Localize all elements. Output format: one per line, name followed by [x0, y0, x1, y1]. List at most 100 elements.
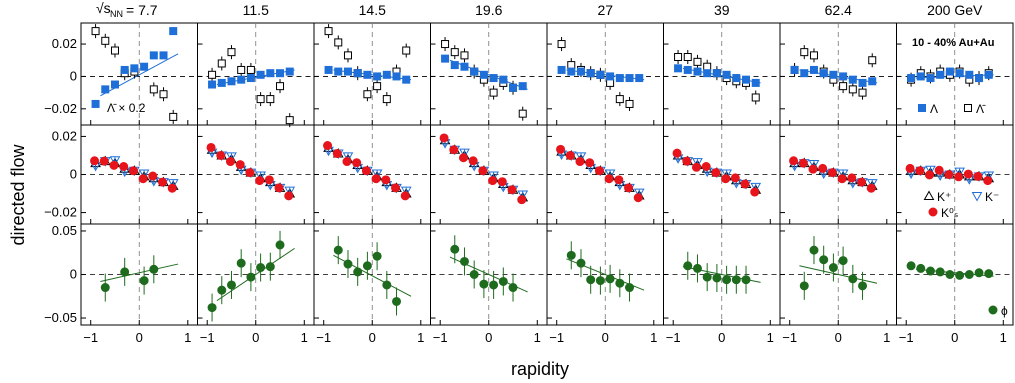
- kaon-point: [225, 157, 235, 167]
- phi-fit-line: [799, 265, 878, 284]
- kaon-point: [274, 183, 284, 193]
- kaon-point: [915, 166, 925, 176]
- lambda-point: [712, 69, 721, 78]
- y-tick-label: 0: [70, 167, 77, 182]
- y-tick-label: 0: [70, 267, 77, 282]
- energy-label: = 7.7: [126, 2, 158, 18]
- phi-point: [828, 263, 838, 273]
- x-tick-label: −1: [666, 330, 681, 345]
- phi-point: [925, 266, 935, 276]
- lambda-point: [800, 69, 809, 78]
- centrality-annotation: 10 - 40% Au+Au: [912, 37, 994, 49]
- phi-point: [848, 274, 858, 284]
- x-tick-label: −1: [200, 330, 215, 345]
- phi-point: [207, 303, 217, 313]
- lambda-point: [159, 51, 168, 60]
- lambda-point: [246, 74, 255, 83]
- panel-frame: [663, 22, 781, 126]
- lambda-point: [450, 61, 459, 70]
- kaon-point: [944, 170, 954, 179]
- phi-point: [906, 261, 916, 271]
- x-tick-label: −1: [316, 330, 331, 345]
- kaon-point: [730, 173, 740, 183]
- energy-prefix-sub: NN: [110, 9, 123, 19]
- lambda-point: [285, 67, 294, 76]
- phi-point: [692, 263, 702, 273]
- phi-point: [372, 251, 382, 261]
- lambda-point: [742, 75, 751, 84]
- antilambda-point: [110, 46, 119, 55]
- y-tick-label: −0.02: [44, 205, 77, 220]
- antilambda-point: [450, 48, 459, 57]
- phi-point: [615, 278, 625, 288]
- kaon-point: [837, 174, 847, 184]
- phi-point: [605, 274, 615, 284]
- lambda-point: [683, 65, 692, 74]
- phi-point: [149, 264, 159, 274]
- lambda-point: [217, 78, 226, 87]
- kaon-point: [332, 149, 342, 159]
- kaon-point: [711, 168, 721, 178]
- lambda-point: [343, 67, 352, 76]
- lambda-point: [149, 51, 158, 60]
- kaon-point: [148, 171, 158, 181]
- lambda-point: [858, 78, 867, 87]
- phi-point: [265, 262, 275, 272]
- phi-point: [741, 275, 751, 285]
- x-tick-label: 1: [301, 330, 308, 345]
- kaon-point: [963, 169, 973, 179]
- kaon-point: [672, 148, 682, 158]
- lambda-point: [965, 70, 974, 79]
- kaon-point: [750, 187, 760, 197]
- lambda-point: [790, 65, 799, 74]
- antilambda-point: [169, 112, 178, 121]
- energy-prefix-symbol: √s: [96, 0, 111, 16]
- x-tick-label: 1: [184, 330, 191, 345]
- lambda-point: [353, 69, 362, 78]
- antilambda-point: [557, 40, 566, 49]
- phi-fit-line: [216, 247, 295, 302]
- panel-frame: [546, 22, 664, 126]
- kaon-point: [90, 156, 100, 166]
- phi-point: [139, 276, 149, 286]
- phi-point: [576, 258, 586, 268]
- energy-label: 62.4: [825, 2, 852, 18]
- phi-point: [955, 270, 965, 280]
- phi-point: [702, 272, 712, 282]
- kaon-point: [575, 157, 585, 167]
- kaon-point: [517, 190, 529, 201]
- kaon-point: [798, 158, 808, 168]
- kaon-point: [391, 183, 401, 193]
- y-tick-label: 0.02: [52, 128, 77, 143]
- antilambda-point: [285, 116, 294, 125]
- antilambda-point: [848, 85, 857, 94]
- kaon-point: [614, 175, 624, 185]
- antilambda-point: [693, 57, 702, 66]
- lambda-point: [373, 72, 382, 81]
- antilambda-point: [615, 95, 624, 104]
- antilambda-point: [800, 48, 809, 57]
- phi-point: [945, 270, 955, 279]
- kaon-point: [954, 172, 964, 182]
- kaon-point: [459, 148, 470, 159]
- antilambda-scale-note: Λ̄ × 0.2: [107, 101, 146, 115]
- legend-label: K⁰ₛ: [941, 206, 958, 220]
- phi-point: [809, 245, 819, 255]
- kaon-point: [866, 183, 876, 193]
- x-tick-label: 0: [835, 330, 842, 345]
- kaon-point: [109, 156, 121, 166]
- kaon-point: [866, 179, 878, 189]
- x-tick-label: −1: [83, 330, 98, 345]
- kaon-point: [633, 188, 645, 199]
- kaon-point: [284, 191, 294, 201]
- antilambda-point: [489, 88, 498, 97]
- data-marks: [90, 24, 998, 322]
- phi-point: [343, 259, 353, 269]
- lambda-point: [868, 77, 877, 86]
- kaon-point: [478, 166, 488, 176]
- energy-label: 14.5: [359, 2, 386, 18]
- kaon-point: [925, 165, 936, 176]
- legend-marker: [988, 305, 998, 315]
- phi-point: [256, 263, 266, 273]
- antilambda-point: [606, 78, 615, 87]
